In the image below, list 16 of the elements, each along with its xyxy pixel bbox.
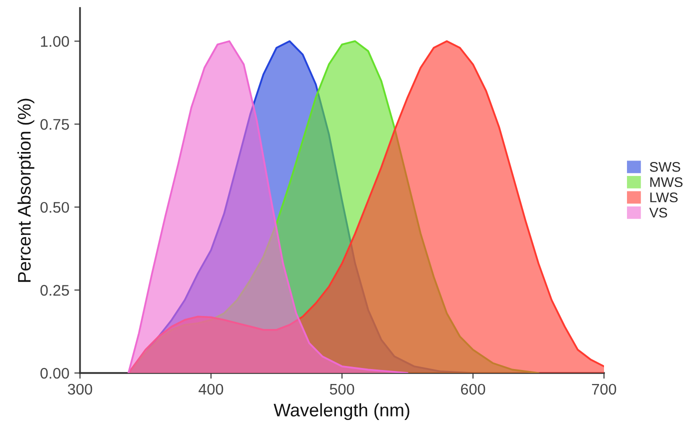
y-tick-label: 1.00 bbox=[41, 36, 69, 47]
y-axis-title: Percent Absorption (%) bbox=[17, 98, 34, 282]
y-tick-label: 0.75 bbox=[40, 119, 69, 130]
x-tick-label: 500 bbox=[330, 384, 354, 395]
y-tick-label: 0.25 bbox=[40, 284, 69, 296]
y-tick-label: 0.50 bbox=[40, 202, 69, 213]
y-tick-label: 0.00 bbox=[40, 368, 69, 379]
legend-label: SWS bbox=[650, 162, 680, 172]
x-axis-title: Wavelength (nm) bbox=[274, 403, 410, 420]
legend-label: VS bbox=[649, 208, 668, 218]
legend-label: MWS bbox=[650, 177, 683, 188]
x-tick-label: 600 bbox=[461, 384, 486, 395]
x-tick-label: 400 bbox=[198, 384, 224, 395]
x-tick-label: 700 bbox=[592, 384, 616, 395]
x-tick-label: 300 bbox=[68, 384, 92, 395]
legend-label: LWS bbox=[650, 192, 678, 202]
